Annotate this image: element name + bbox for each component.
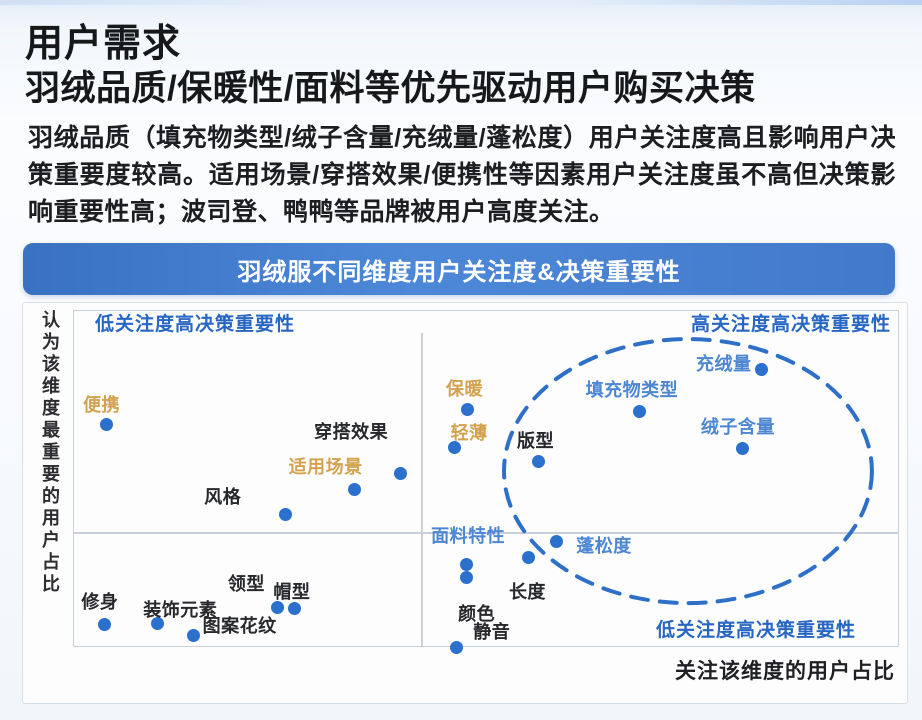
data-point (99, 418, 113, 432)
point-label: 适用场景 (288, 456, 363, 477)
point-label: 充绒量 (696, 353, 752, 374)
point-label: 填充物类型 (585, 380, 679, 401)
data-point (449, 640, 463, 654)
page-title: 用户需求 (25, 23, 182, 65)
quadrant-label-top-right: 高关注度高决策重要性 (690, 314, 891, 335)
point-label: 修身 (81, 592, 119, 613)
y-axis-label: 认为该维度最重要的用户占比 (40, 310, 60, 596)
data-point (271, 601, 285, 615)
data-point (736, 441, 750, 455)
point-label: 穿搭效果 (314, 422, 389, 443)
point-label: 版型 (517, 430, 555, 451)
point-label: 风格 (204, 486, 242, 507)
data-point (393, 466, 407, 480)
data-point (522, 550, 536, 564)
vertical-divider (421, 333, 423, 647)
point-label: 面料特性 (431, 526, 506, 547)
data-point (348, 483, 362, 497)
data-point (150, 616, 164, 630)
data-point (633, 404, 647, 418)
top-decorative-strip (0, 0, 922, 5)
data-point (459, 571, 473, 585)
point-label: 保暖 (446, 379, 483, 400)
point-label: 蓬松度 (576, 535, 632, 556)
data-point (448, 440, 462, 454)
point-label: 装饰元素 (143, 600, 218, 621)
quadrant-label-bottom-right: 低关注度高决策重要性 (656, 620, 857, 641)
point-label: 帽型 (273, 581, 311, 602)
summary-paragraph: 羽绒品质（填充物类型/绒子含量/充绒量/蓬松度）用户关注度高且影响用户决策重要度… (28, 124, 896, 226)
data-point (459, 557, 473, 571)
point-label: 便携 (83, 394, 121, 415)
point-label: 绒子含量 (700, 417, 775, 438)
data-point (97, 617, 111, 631)
point-label: 静音 (473, 622, 511, 642)
data-point (531, 455, 545, 469)
horizontal-divider (73, 532, 899, 534)
plot-area (73, 310, 899, 647)
data-point (287, 602, 301, 616)
data-point (278, 508, 292, 522)
chart-title-banner: 羽绒服不同维度用户关注度&决策重要性 (23, 243, 895, 295)
quadrant-label-top-left: 低关注度高决策重要性 (95, 314, 296, 335)
point-label: 领型 (227, 573, 265, 594)
data-point (187, 629, 201, 643)
chart-title: 羽绒服不同维度用户关注度&决策重要性 (237, 258, 681, 286)
point-label: 轻薄 (450, 423, 488, 444)
x-axis-label: 关注该维度的用户占比 (675, 660, 895, 683)
point-label: 长度 (508, 582, 546, 603)
page-subtitle: 羽绒品质/保暖性/面料等优先驱动用户购买决策 (25, 69, 756, 108)
chart-card: 低关注度高决策重要性 高关注度高决策重要性 低关注度高决策重要性 认为该维度最重… (22, 302, 908, 704)
point-label: 颜色 (458, 603, 496, 624)
point-label: 图案花纹 (202, 615, 277, 636)
data-point (460, 402, 474, 416)
data-point (754, 363, 768, 377)
data-point (549, 535, 563, 549)
